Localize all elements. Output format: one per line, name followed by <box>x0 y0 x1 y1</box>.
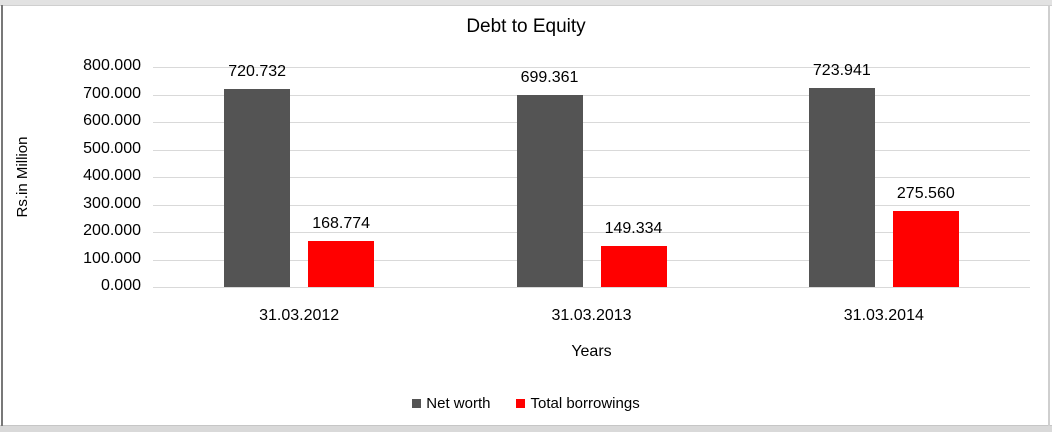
y-axis-tick-label: 400.000 <box>83 167 141 184</box>
data-label: 275.560 <box>896 185 955 203</box>
bar-total-borrowings <box>892 211 959 287</box>
bar-total-borrowings <box>600 245 667 287</box>
y-axis-tick-label: 0.000 <box>100 277 141 294</box>
legend: Net worth Total borrowings <box>0 393 1052 413</box>
gridline <box>153 122 1030 123</box>
y-axis-tick-label: 300.000 <box>83 194 141 212</box>
bar-net-worth <box>224 88 291 287</box>
bar-net-worth <box>516 94 583 287</box>
top-border-strip <box>0 0 1052 6</box>
gridline <box>153 287 1030 288</box>
right-border-line <box>1048 5 1050 426</box>
x-axis-tick-label: 31.03.2012 <box>259 307 340 324</box>
gridline <box>153 232 1030 233</box>
y-axis-tick-label: 100.000 <box>83 249 141 267</box>
bar-net-worth <box>808 87 875 287</box>
y-axis-tick-label: 500.000 <box>83 139 141 157</box>
x-axis-title: Years <box>571 343 612 360</box>
data-label: 699.361 <box>520 68 579 86</box>
y-axis-tick-label: 800.000 <box>83 57 141 74</box>
legend-item-net-worth: Net worth <box>412 395 490 412</box>
gridline <box>153 149 1030 151</box>
x-axis-tick-label: 31.03.2013 <box>551 307 632 324</box>
bar-total-borrowings <box>308 240 375 287</box>
left-border-line <box>1 5 3 426</box>
gridline <box>153 67 1030 68</box>
gridline <box>153 94 1030 96</box>
data-label: 149.334 <box>604 219 663 237</box>
y-axis-tick-label: 200.000 <box>83 222 141 239</box>
legend-label: Total borrowings <box>530 394 640 412</box>
data-label: 168.774 <box>312 214 371 232</box>
gridline <box>153 259 1030 261</box>
chart-title: Debt to Equity <box>466 16 586 37</box>
legend-swatch-icon <box>412 398 422 408</box>
legend-label: Net worth <box>426 394 491 412</box>
bottom-border-strip <box>0 425 1052 432</box>
data-label: 720.732 <box>228 62 287 80</box>
data-label: 723.941 <box>812 61 871 79</box>
legend-item-total-borrowings: Total borrowings <box>516 394 640 412</box>
legend-swatch-icon <box>516 398 526 408</box>
y-axis-tick-label: 600.000 <box>83 112 141 129</box>
gridline <box>153 204 1030 206</box>
y-axis-tick-label: 700.000 <box>83 84 141 102</box>
gridline <box>153 177 1030 178</box>
x-axis-tick-label: 31.03.2014 <box>843 307 924 324</box>
